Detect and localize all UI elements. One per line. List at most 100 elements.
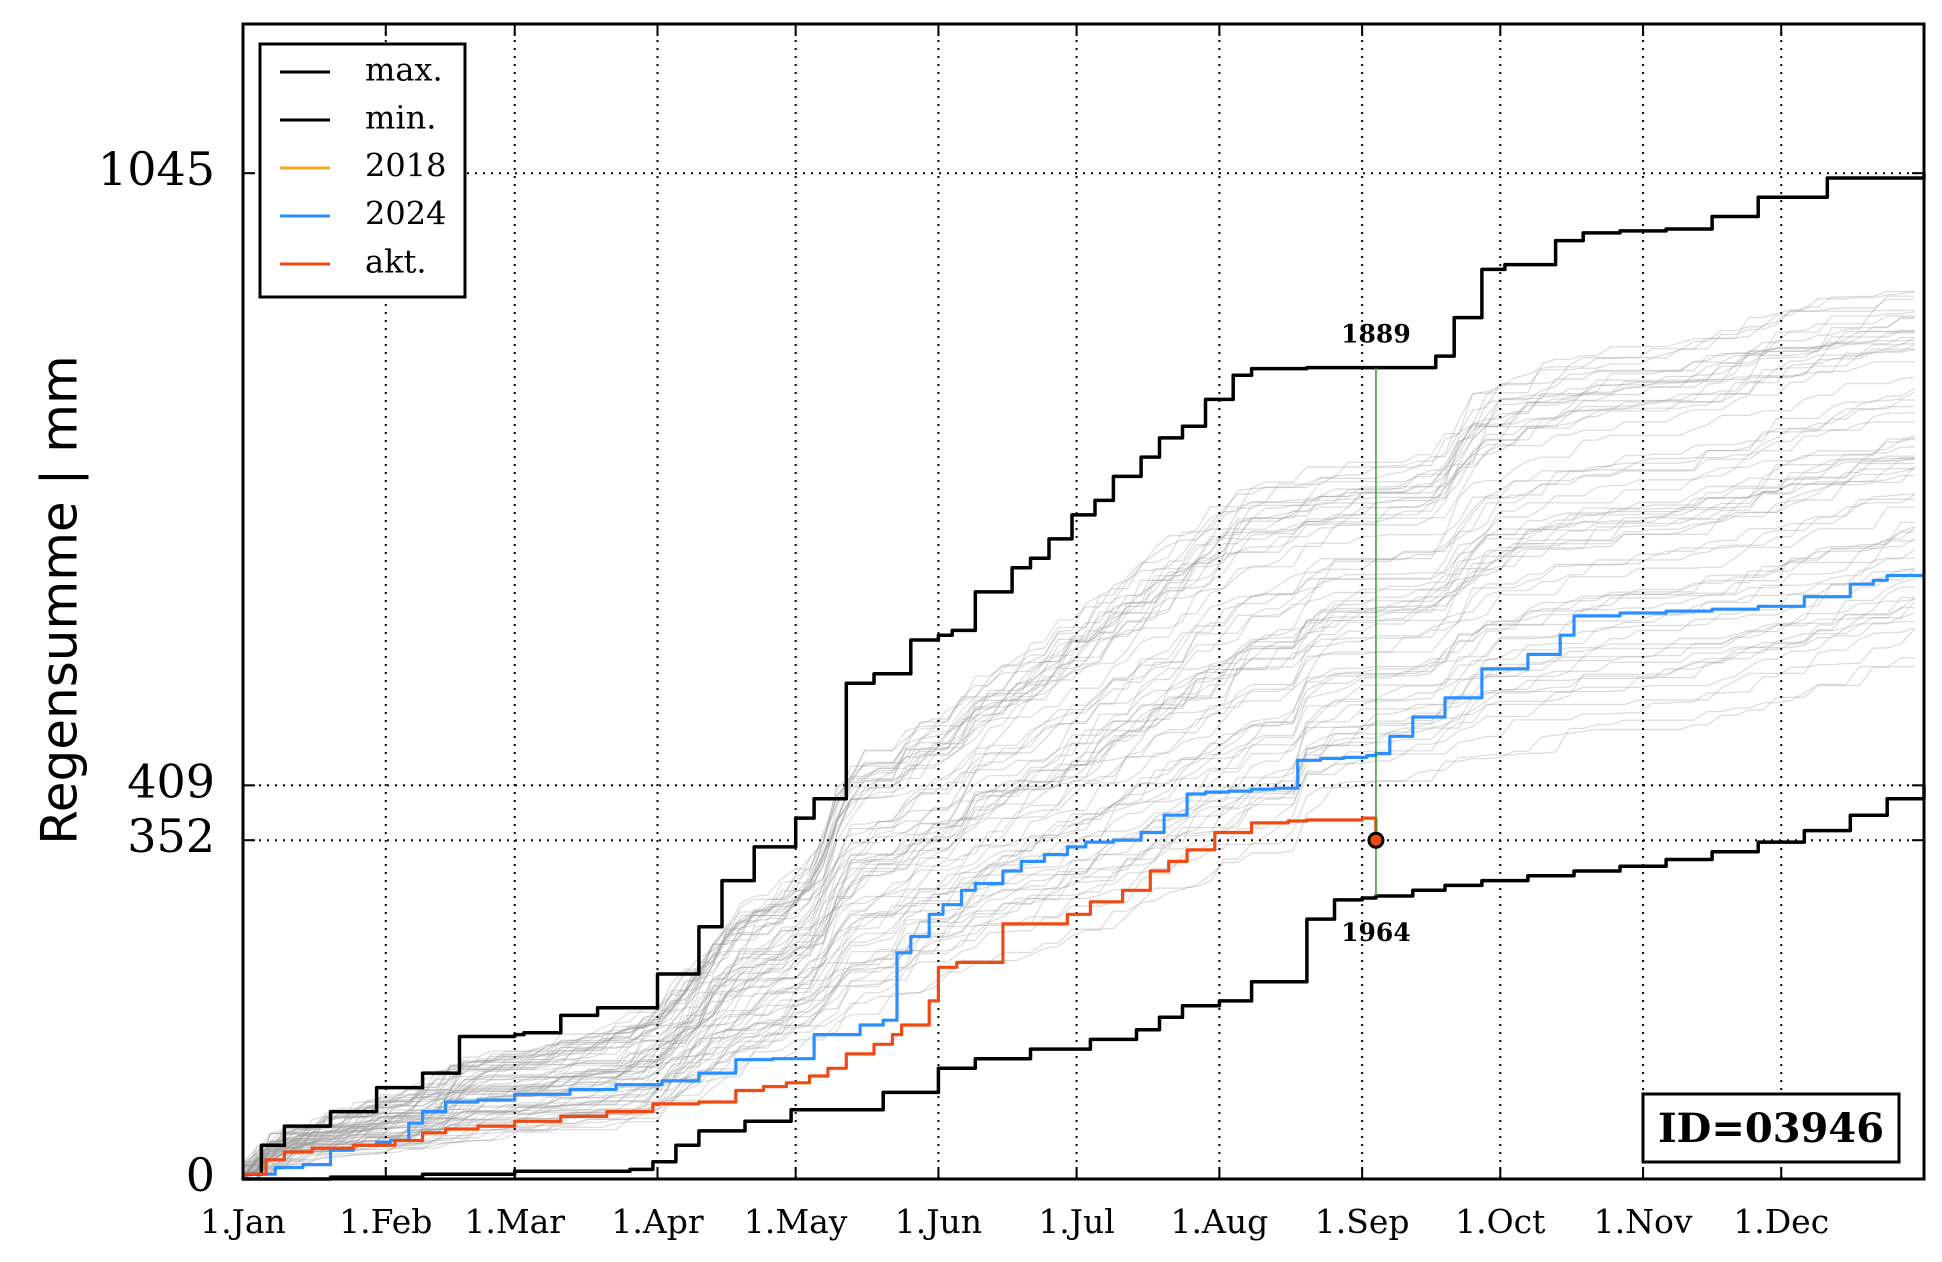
legend: max. min. 2018 2024 akt. [258, 42, 467, 299]
x-tick-label: 1.Mar [464, 1202, 565, 1241]
legend-label-akt: akt. [365, 243, 427, 281]
axis-ticks [242, 24, 1924, 1180]
background-year-line [242, 315, 1915, 1163]
background-year-line [243, 526, 1916, 1172]
station-id-label: ID=03946 [1658, 1105, 1884, 1152]
current-value-marker [1367, 831, 1385, 849]
y-tick-label: 409 [127, 754, 215, 808]
background-year-line [242, 493, 1915, 1180]
x-tick-label: 1.Nov [1594, 1202, 1693, 1241]
background-year-line [242, 568, 1915, 1180]
background-year-line [242, 316, 1915, 1180]
x-tick-label: 1.May [744, 1202, 848, 1241]
x-tick-label: 1.Aug [1171, 1202, 1269, 1241]
background-year-line [242, 627, 1915, 1180]
background-year-line [242, 290, 1915, 1180]
x-tick-label: 1.Oct [1455, 1202, 1545, 1241]
background-year-line [242, 598, 1915, 1165]
background-year-line [243, 540, 1915, 1176]
series-line-max [243, 173, 1926, 1176]
background-year-line [242, 298, 1915, 1177]
background-year-line [242, 578, 1915, 1180]
y-tick-label: 352 [127, 809, 215, 863]
background-year-line [242, 348, 1915, 1177]
background-year-line [243, 601, 1916, 1175]
y-tick-label: 1045 [98, 142, 215, 196]
background-year-line [242, 332, 1915, 1180]
background-year-line [242, 606, 1915, 1180]
background-year-line [242, 666, 1915, 1180]
background-year-line [242, 340, 1915, 1169]
background-year-line [242, 526, 1915, 1180]
background-year-line [242, 411, 1915, 1179]
x-tick-label: 1.Jan [200, 1202, 286, 1241]
background-year-line [242, 336, 1916, 1177]
series-line-min [243, 785, 1926, 1181]
background-year-lines [242, 290, 1916, 1180]
background-year-line [242, 309, 1915, 1180]
x-tick-label: 1.Jul [1038, 1202, 1115, 1241]
background-year-line [242, 317, 1915, 1180]
series-lines [243, 173, 1926, 1181]
background-year-line [242, 399, 1915, 1180]
plot-background [243, 24, 1924, 1179]
background-year-line [242, 421, 1915, 1180]
background-year-line [242, 569, 1916, 1180]
background-year-line [243, 455, 1915, 1175]
background-year-line [243, 498, 1915, 1172]
background-year-line [243, 657, 1915, 1167]
min-year-annotation: 1964 [1341, 918, 1411, 947]
background-year-line [242, 458, 1915, 1180]
background-year-line [243, 531, 1915, 1180]
legend-label-min: min. [365, 99, 436, 137]
background-year-line [242, 329, 1915, 1173]
x-tick-label: 1.Sep [1315, 1202, 1410, 1241]
background-year-line [242, 295, 1915, 1180]
background-year-line [243, 597, 1916, 1180]
background-year-line [242, 465, 1916, 1167]
background-year-line [242, 521, 1915, 1180]
series-line-akt [243, 816, 1378, 1176]
background-year-line [242, 291, 1915, 1180]
legend-frame [258, 42, 467, 299]
background-year-line [243, 435, 1916, 1173]
y-axis-label: Regensumme | mm [31, 355, 89, 844]
background-year-line [242, 468, 1915, 1180]
background-year-line [242, 621, 1915, 1180]
background-year-line [243, 628, 1916, 1170]
background-year-line [242, 406, 1915, 1178]
background-year-line [242, 557, 1915, 1180]
background-year-line [243, 458, 1915, 1166]
background-year-line [243, 475, 1915, 1164]
x-tick-labels: 1.Jan 1.Feb 1.Mar 1.Apr 1.May 1.Jun 1.Jul 1.Aug… [200, 1202, 1829, 1241]
legend-label-2024: 2024 [365, 195, 446, 233]
background-year-line [242, 458, 1915, 1164]
background-year-line [242, 467, 1915, 1180]
background-year-line [243, 330, 1915, 1166]
y-tick-label: 0 [186, 1148, 215, 1202]
x-tick-label: 1.Apr [611, 1202, 703, 1241]
series-line-2024 [243, 572, 1926, 1176]
background-year-line [242, 344, 1916, 1180]
background-year-line [242, 376, 1915, 1179]
background-year-line [242, 311, 1915, 1165]
background-year-line [242, 348, 1915, 1171]
background-year-line [242, 331, 1915, 1180]
legend-label-max: max. [365, 51, 443, 89]
marker-layer: 1889 1964 [1341, 320, 1411, 947]
background-year-line [242, 343, 1915, 1170]
background-year-line [243, 549, 1916, 1180]
background-year-line [242, 457, 1915, 1180]
x-tick-label: 1.Feb [339, 1202, 432, 1241]
station-id-box: ID=03946 [1641, 1092, 1901, 1164]
background-year-line [242, 361, 1915, 1180]
background-year-line [242, 438, 1915, 1178]
x-tick-label: 1.Jun [895, 1202, 982, 1241]
background-year-line [243, 391, 1916, 1169]
background-year-line [243, 538, 1916, 1166]
background-year-line [242, 596, 1915, 1178]
station-id-frame [1641, 1092, 1901, 1164]
legend-label-2018: 2018 [365, 147, 446, 185]
